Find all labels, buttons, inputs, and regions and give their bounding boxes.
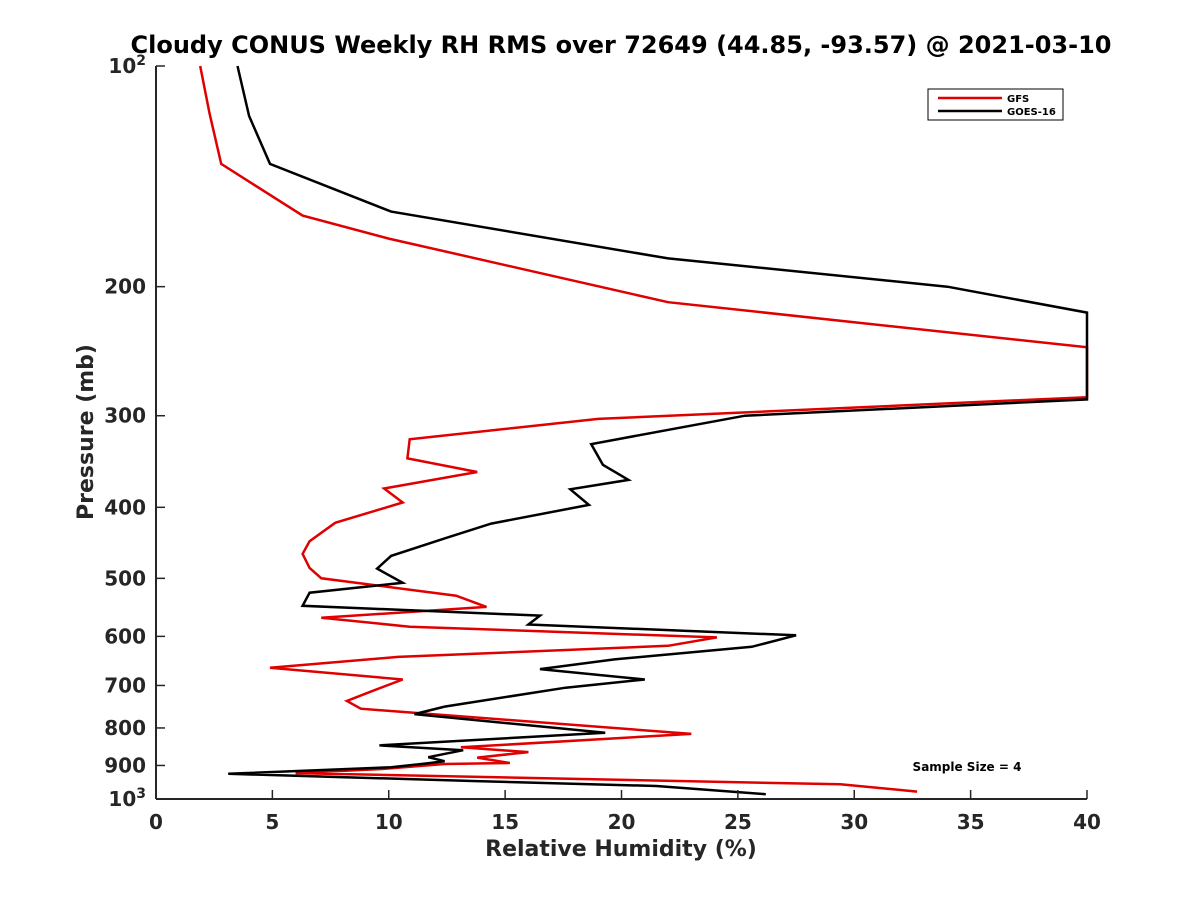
x-tick-label: 30 bbox=[840, 810, 868, 834]
legend-box bbox=[927, 88, 1064, 121]
y-axis-ticks: 102 200 300 400 500 600 700 800 900 103 bbox=[104, 53, 165, 811]
y-tick-label: 400 bbox=[104, 495, 146, 519]
y-tick-label: 600 bbox=[104, 624, 146, 648]
y-tick-label: 300 bbox=[104, 404, 146, 428]
legend: GFS GOES-16 bbox=[927, 88, 1064, 121]
x-tick-label: 15 bbox=[491, 810, 519, 834]
y-tick-label: 102 bbox=[108, 53, 146, 78]
y-tick-label: 800 bbox=[104, 716, 146, 740]
x-tick-label: 0 bbox=[149, 810, 163, 834]
x-tick-label: 10 bbox=[375, 810, 403, 834]
chart-title: Cloudy CONUS Weekly RH RMS over 72649 (4… bbox=[131, 31, 1112, 59]
x-axis-label: Relative Humidity (%) bbox=[485, 837, 757, 862]
sample-size-annotation: Sample Size = 4 bbox=[913, 760, 1022, 774]
x-tick-label: 5 bbox=[265, 810, 279, 834]
plot-area bbox=[198, 65, 1089, 796]
x-tick-label: 20 bbox=[608, 810, 636, 834]
x-tick-label: 40 bbox=[1073, 810, 1101, 834]
legend-label: GOES-16 bbox=[1007, 107, 1056, 118]
y-axis-label: Pressure (mb) bbox=[74, 344, 99, 520]
x-axis-ticks: 0 5 10 15 20 25 30 35 40 bbox=[149, 790, 1101, 834]
y-tick-label: 700 bbox=[104, 673, 146, 697]
y-tick-label: 200 bbox=[104, 275, 146, 299]
series-line-goes-16 bbox=[228, 65, 1089, 796]
series-line-gfs bbox=[198, 65, 1089, 793]
x-tick-label: 25 bbox=[724, 810, 752, 834]
legend-label: GFS bbox=[1007, 94, 1029, 105]
y-tick-label: 103 bbox=[108, 786, 146, 811]
x-tick-label: 35 bbox=[957, 810, 985, 834]
y-tick-label: 900 bbox=[104, 753, 146, 777]
y-tick-label: 500 bbox=[104, 566, 146, 590]
